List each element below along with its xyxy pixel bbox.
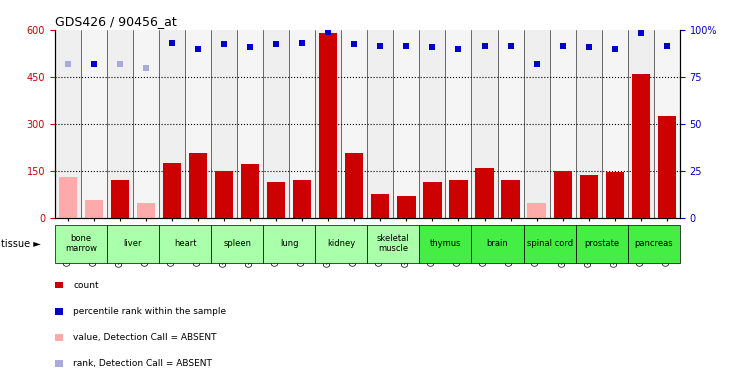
Text: rank, Detection Call = ABSENT: rank, Detection Call = ABSENT: [73, 359, 212, 368]
Bar: [632, 74, 650, 217]
Bar: [241, 164, 260, 218]
Bar: [159, 225, 211, 262]
Bar: [450, 180, 468, 218]
Bar: [471, 30, 498, 217]
Bar: [137, 203, 155, 217]
Text: lung: lung: [280, 239, 298, 248]
Bar: [553, 171, 572, 217]
Bar: [185, 30, 211, 217]
Bar: [367, 225, 420, 262]
Bar: [345, 153, 363, 218]
Bar: [267, 182, 285, 218]
Bar: [315, 30, 341, 217]
Bar: [471, 225, 523, 262]
Bar: [575, 225, 628, 262]
Bar: [602, 30, 628, 217]
Bar: [133, 30, 159, 217]
Text: skeletal
muscle: skeletal muscle: [377, 234, 409, 254]
Text: value, Detection Call = ABSENT: value, Detection Call = ABSENT: [73, 333, 216, 342]
Bar: [393, 30, 420, 217]
Bar: [319, 33, 338, 218]
Bar: [498, 30, 523, 217]
Text: GDS426 / 90456_at: GDS426 / 90456_at: [55, 15, 177, 28]
Text: bone
marrow: bone marrow: [65, 234, 97, 254]
Bar: [293, 180, 311, 218]
Bar: [445, 30, 471, 217]
Bar: [367, 30, 393, 217]
Bar: [189, 153, 207, 218]
Bar: [111, 180, 129, 218]
Bar: [654, 30, 680, 217]
Bar: [159, 30, 185, 217]
Bar: [575, 30, 602, 217]
Bar: [263, 225, 315, 262]
Bar: [163, 163, 181, 218]
Text: count: count: [73, 280, 99, 290]
Bar: [237, 30, 263, 217]
Bar: [315, 225, 367, 262]
Bar: [55, 225, 107, 262]
Bar: [211, 225, 263, 262]
Bar: [81, 30, 107, 217]
Bar: [658, 116, 676, 218]
Text: pancreas: pancreas: [635, 239, 673, 248]
Bar: [523, 225, 575, 262]
Bar: [55, 30, 81, 217]
Bar: [628, 225, 680, 262]
Bar: [475, 168, 493, 217]
Bar: [423, 182, 442, 218]
Text: tissue ►: tissue ►: [1, 239, 41, 249]
Text: spleen: spleen: [223, 239, 251, 248]
Bar: [211, 30, 237, 217]
Text: prostate: prostate: [584, 239, 619, 248]
Bar: [628, 30, 654, 217]
Bar: [580, 176, 598, 217]
Bar: [420, 225, 471, 262]
Text: kidney: kidney: [327, 239, 355, 248]
Text: heart: heart: [174, 239, 197, 248]
Bar: [528, 203, 546, 217]
Text: liver: liver: [124, 239, 143, 248]
Bar: [397, 196, 415, 217]
Bar: [605, 172, 624, 217]
Bar: [107, 30, 133, 217]
Bar: [550, 30, 575, 217]
Bar: [371, 194, 390, 217]
Text: percentile rank within the sample: percentile rank within the sample: [73, 307, 226, 316]
Text: brain: brain: [487, 239, 509, 248]
Bar: [215, 171, 233, 217]
Bar: [341, 30, 367, 217]
Bar: [289, 30, 315, 217]
Bar: [420, 30, 445, 217]
Bar: [501, 180, 520, 218]
Bar: [523, 30, 550, 217]
Bar: [85, 200, 103, 217]
Bar: [263, 30, 289, 217]
Bar: [107, 225, 159, 262]
Bar: [58, 177, 77, 218]
Text: spinal cord: spinal cord: [526, 239, 572, 248]
Text: thymus: thymus: [430, 239, 461, 248]
